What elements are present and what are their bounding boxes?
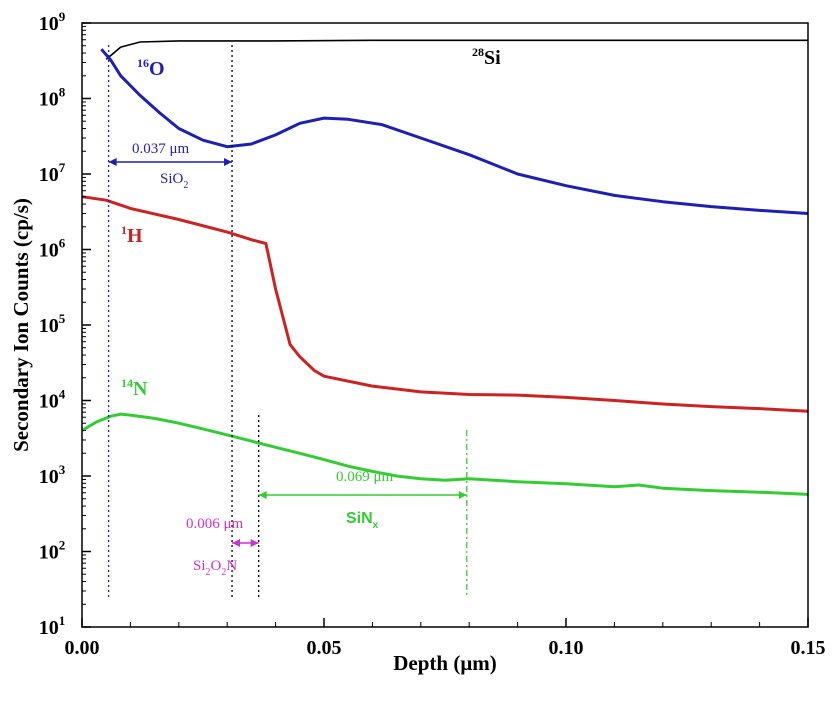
y-tick-label: 107 bbox=[39, 160, 66, 186]
y-tick-label: 101 bbox=[39, 613, 66, 639]
series-line-n bbox=[81, 412, 809, 496]
ticks-layer: 0.00 0.05 0.10 0.15 101 102 103 104 105 106 107 108… bbox=[39, 9, 826, 659]
y-axis-title: Secondary Ion Counts (cp/s) bbox=[9, 198, 33, 452]
y-tick-label: 108 bbox=[39, 85, 66, 111]
y-tick-label: 103 bbox=[39, 462, 66, 488]
series-label-o: 16O bbox=[137, 56, 165, 80]
sinx-thickness-label: 0.069 μm bbox=[336, 469, 394, 485]
series-line-o bbox=[100, 48, 809, 215]
y-tick-label: 102 bbox=[39, 538, 66, 564]
sion-thickness-label: 0.006 μm bbox=[186, 516, 244, 532]
plot-frame bbox=[81, 22, 809, 628]
y-tick-label: 104 bbox=[39, 387, 66, 413]
y-tick-label: 106 bbox=[39, 236, 66, 262]
series-label-si: 28Si bbox=[472, 45, 501, 69]
sinx-double-arrow bbox=[258, 491, 467, 499]
sio2-thickness-label: 0.037 μm bbox=[132, 141, 190, 157]
y-tick-label: 109 bbox=[39, 9, 66, 35]
sion-layer-label: Si2O2N bbox=[193, 558, 237, 578]
x-axis-title: Depth (μm) bbox=[393, 651, 496, 675]
series-line-h bbox=[81, 195, 809, 413]
series-label-n: 14N bbox=[121, 376, 148, 400]
x-tick-label: 0.05 bbox=[307, 637, 342, 659]
series-line-si bbox=[105, 39, 808, 61]
x-tick-label: 0.15 bbox=[791, 637, 826, 659]
series-layer bbox=[81, 39, 809, 496]
sion-double-arrow bbox=[232, 539, 259, 547]
marker-layer bbox=[107, 45, 468, 598]
series-label-h: 1H bbox=[121, 223, 143, 247]
sinx-layer-label: SiNx bbox=[346, 510, 379, 531]
x-tick-label: 0.10 bbox=[549, 637, 584, 659]
x-tick-label: 0.00 bbox=[65, 637, 100, 659]
y-tick-label: 105 bbox=[39, 311, 66, 337]
sio2-double-arrow bbox=[108, 158, 233, 166]
sio2-layer-label: SiO2 bbox=[160, 171, 188, 191]
